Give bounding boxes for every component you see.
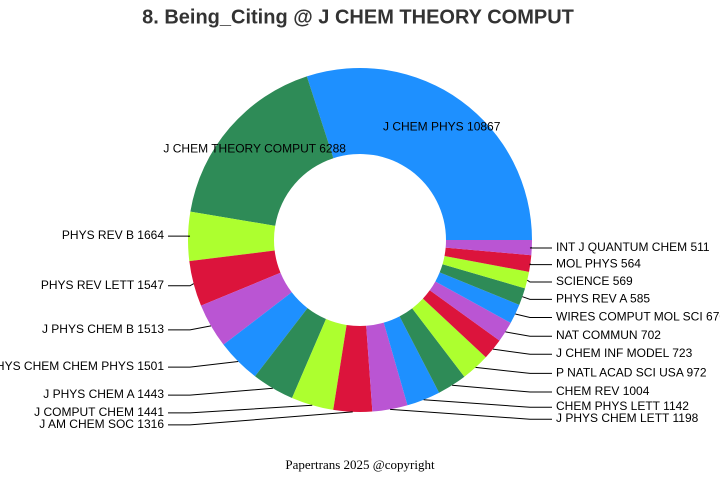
leader-line [168,405,312,413]
chart-title: 8. Being_Citing @ J CHEM THEORY COMPUT [142,6,574,28]
leader-line [476,367,552,373]
slice-label-value: 1443 [137,387,164,401]
slice-label: J PHYS CHEM B 1513 [42,322,164,336]
leader-line [424,400,552,407]
slice-label: CHEM REV 1004 [556,384,650,398]
slice-label: J PHYS CHEM LETT 1198 [556,411,699,425]
leader-line [390,409,552,419]
slice-label-value: 511 [690,240,709,254]
slice-label: PHYS REV B 1664 [62,228,164,242]
slice-label-value: 1316 [137,417,164,431]
slice-label-name: INT J QUANTUM CHEM [556,240,687,254]
slice-label-value: 6288 [319,141,346,155]
leader-line [530,264,552,265]
slice-label: MOL PHYS 564 [556,257,641,271]
slice-label: J PHYS CHEM A 1443 [43,387,164,401]
slice-label-value: 1547 [137,278,164,292]
slice-label-name: MOL PHYS [556,257,618,271]
slice-label: PHYS REV LETT 1547 [41,278,165,292]
slice-label-value: 569 [613,274,633,288]
slice-label-name: PHYS REV A [556,292,627,306]
slice-label-value: 10867 [467,120,501,134]
slice-label-name: CHEM REV [556,384,619,398]
leader-line [515,314,552,317]
slice-label: PHYS CHEM CHEM PHYS 1501 [0,359,164,373]
slice-label-name: PHYS REV LETT [41,278,135,292]
slice-label-name: J AM CHEM SOC [39,417,134,431]
slice-label-name: J PHYS CHEM A [43,387,134,401]
slice-label: NAT COMMUN 702 [556,328,661,342]
slice-label-name: J CHEM PHYS [383,120,464,134]
leader-line [168,388,273,395]
slice-label-value: 702 [641,328,661,342]
slice-label-name: J PHYS CHEM LETT [556,411,670,425]
leader-line [168,361,238,367]
slice-label-name: NAT COMMUN [556,328,638,342]
slice-label-value: 564 [621,257,641,271]
slice-label-value: 1004 [623,384,650,398]
slice-label-value: 585 [630,292,650,306]
slice-label-name: J CHEM THEORY COMPUT [163,141,316,155]
slice-label-value: 723 [672,346,692,360]
leader-line [527,280,552,282]
slice-label-name: PHYS REV B [62,228,134,242]
leader-line [505,332,552,336]
slice-label-name: P NATL ACAD SCI USA [556,366,684,380]
slice-label-name: PHYS CHEM CHEM PHYS [0,359,134,373]
slice-label-value: 1513 [137,322,164,336]
leader-line [168,412,353,425]
leader-line [168,326,211,330]
footer: Papertrans 2025 @copyright [285,457,435,472]
slice-label: J CHEM PHYS 10867 [383,120,501,134]
leader-line [168,284,194,286]
leader-line [522,297,552,300]
slice-label-value: 972 [687,366,707,380]
leader-line [493,349,552,354]
slice-label-name: J CHEM INF MODEL [556,346,670,360]
slice-label: PHYS REV A 585 [556,292,650,306]
slice-label: SCIENCE 569 [556,274,633,288]
slice-label: INT J QUANTUM CHEM 511 [556,240,710,254]
slice-label: J CHEM INF MODEL 723 [556,346,693,360]
slice-label-name: J PHYS CHEM B [42,322,134,336]
slice-label: P NATL ACAD SCI USA 972 [556,366,707,380]
slice-label: WIRES COMPUT MOL SCI 670 [556,310,720,324]
slice-label-value: 670 [706,310,720,324]
slice-label-value: 1664 [137,228,164,242]
slice-label-value: 1501 [137,359,164,373]
slice-label: J AM CHEM SOC 1316 [39,417,164,431]
slice-label-name: WIRES COMPUT MOL SCI [556,310,703,324]
slice-label-name: SCIENCE [556,274,609,288]
leader-line [452,385,552,392]
slice-label-value: 1198 [672,411,698,425]
slice-label: J CHEM THEORY COMPUT 6288 [163,141,346,155]
